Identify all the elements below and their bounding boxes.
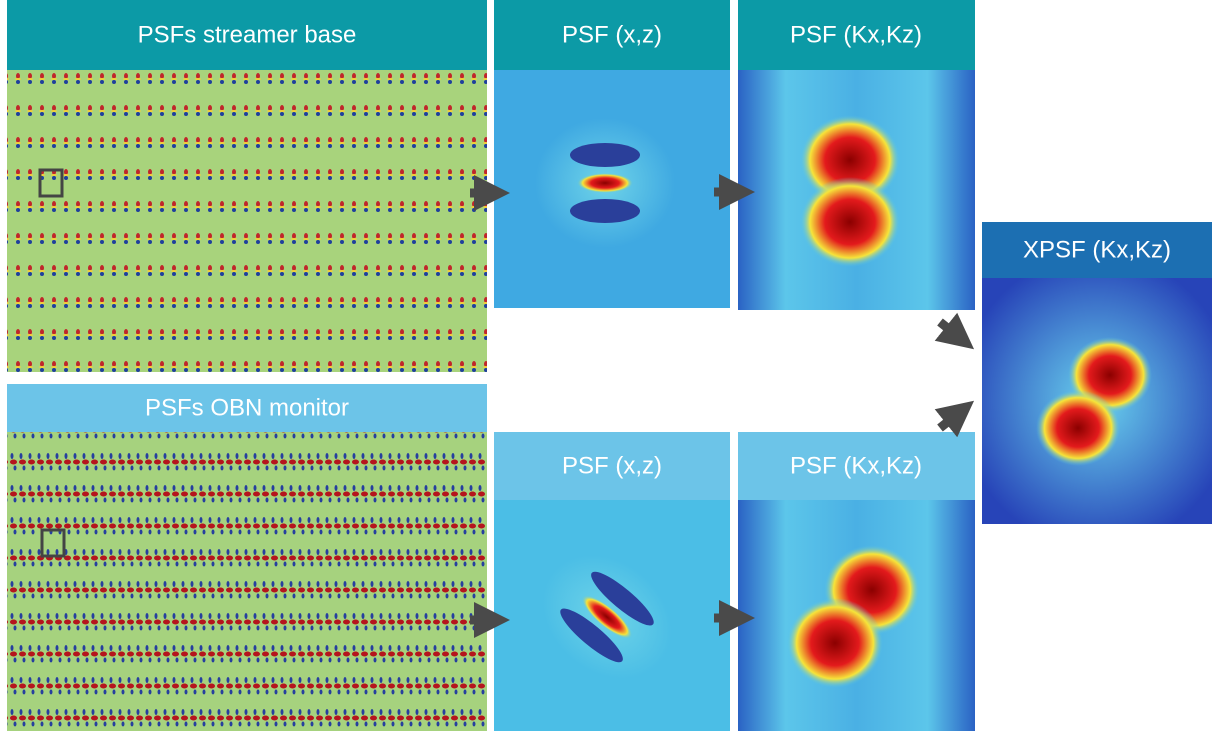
image [570, 143, 640, 167]
image [800, 177, 900, 267]
panel-title: PSFs OBN monitor [145, 394, 349, 421]
panel-title: XPSF (Kx,Kz) [1023, 236, 1171, 263]
panel-title: PSF (Kx,Kz) [790, 452, 922, 479]
image [1036, 390, 1120, 466]
panel-title: PSFs streamer base [138, 21, 357, 48]
diagram: PSFs streamer base PSFs OBN monitor PSF … [0, 0, 1212, 731]
panel-title: PSF (x,z) [562, 21, 662, 48]
figure: PSFs streamer base PSFs OBN monitor PSF … [0, 0, 1212, 731]
image [577, 173, 633, 193]
image [7, 432, 487, 731]
image [787, 598, 883, 688]
image [570, 199, 640, 223]
panel-title: PSF (x,z) [562, 452, 662, 479]
image [7, 70, 487, 372]
panel-title: PSF (Kx,Kz) [790, 21, 922, 48]
